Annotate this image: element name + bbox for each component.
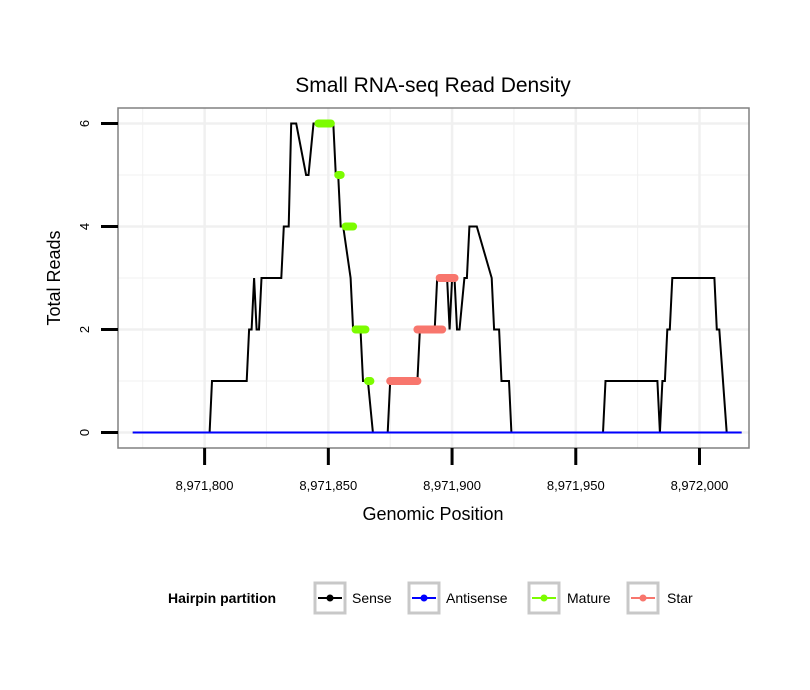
x-axis-title: Genomic Position <box>362 504 503 524</box>
legend-dot-star <box>639 594 647 602</box>
plot-panel-border <box>117 107 750 449</box>
series-line-sense <box>132 122 742 434</box>
grid-lines <box>118 108 749 448</box>
legend-item-sense: Sense <box>313 581 392 615</box>
legend-label-mature: Mature <box>567 590 611 606</box>
x-tick-label-1: 8,971,850 <box>299 478 357 493</box>
x-tick-label-0: 8,971,800 <box>176 478 234 493</box>
y-tick-label-3: 6 <box>77 120 92 127</box>
legend-item-antisense: Antisense <box>407 581 508 615</box>
y-axis-title: Total Reads <box>44 230 64 325</box>
axes: 8,971,800 8,971,850 8,971,900 8,971,950 8,97… <box>77 120 728 493</box>
chart-title: Small RNA-seq Read Density <box>295 74 571 97</box>
legend-dot-sense <box>326 594 334 602</box>
legend: Hairpin partition Sense Antisense Mature… <box>168 581 693 615</box>
legend-dot-antisense <box>420 594 428 602</box>
series-layer <box>132 119 742 434</box>
legend-label-antisense: Antisense <box>446 590 508 606</box>
legend-label-star: Star <box>667 590 693 606</box>
legend-label-sense: Sense <box>352 590 392 606</box>
legend-title: Hairpin partition <box>168 590 276 606</box>
x-tick-label-3: 8,971,950 <box>547 478 605 493</box>
y-tick-label-1: 2 <box>77 326 92 333</box>
y-tick-label-2: 4 <box>77 223 92 230</box>
y-tick-label-0: 0 <box>77 429 92 436</box>
legend-dot-mature <box>540 594 548 602</box>
legend-item-star: Star <box>626 581 693 615</box>
x-tick-label-4: 8,972,000 <box>671 478 729 493</box>
legend-item-mature: Mature <box>527 581 611 615</box>
x-tick-label-2: 8,971,900 <box>423 478 481 493</box>
